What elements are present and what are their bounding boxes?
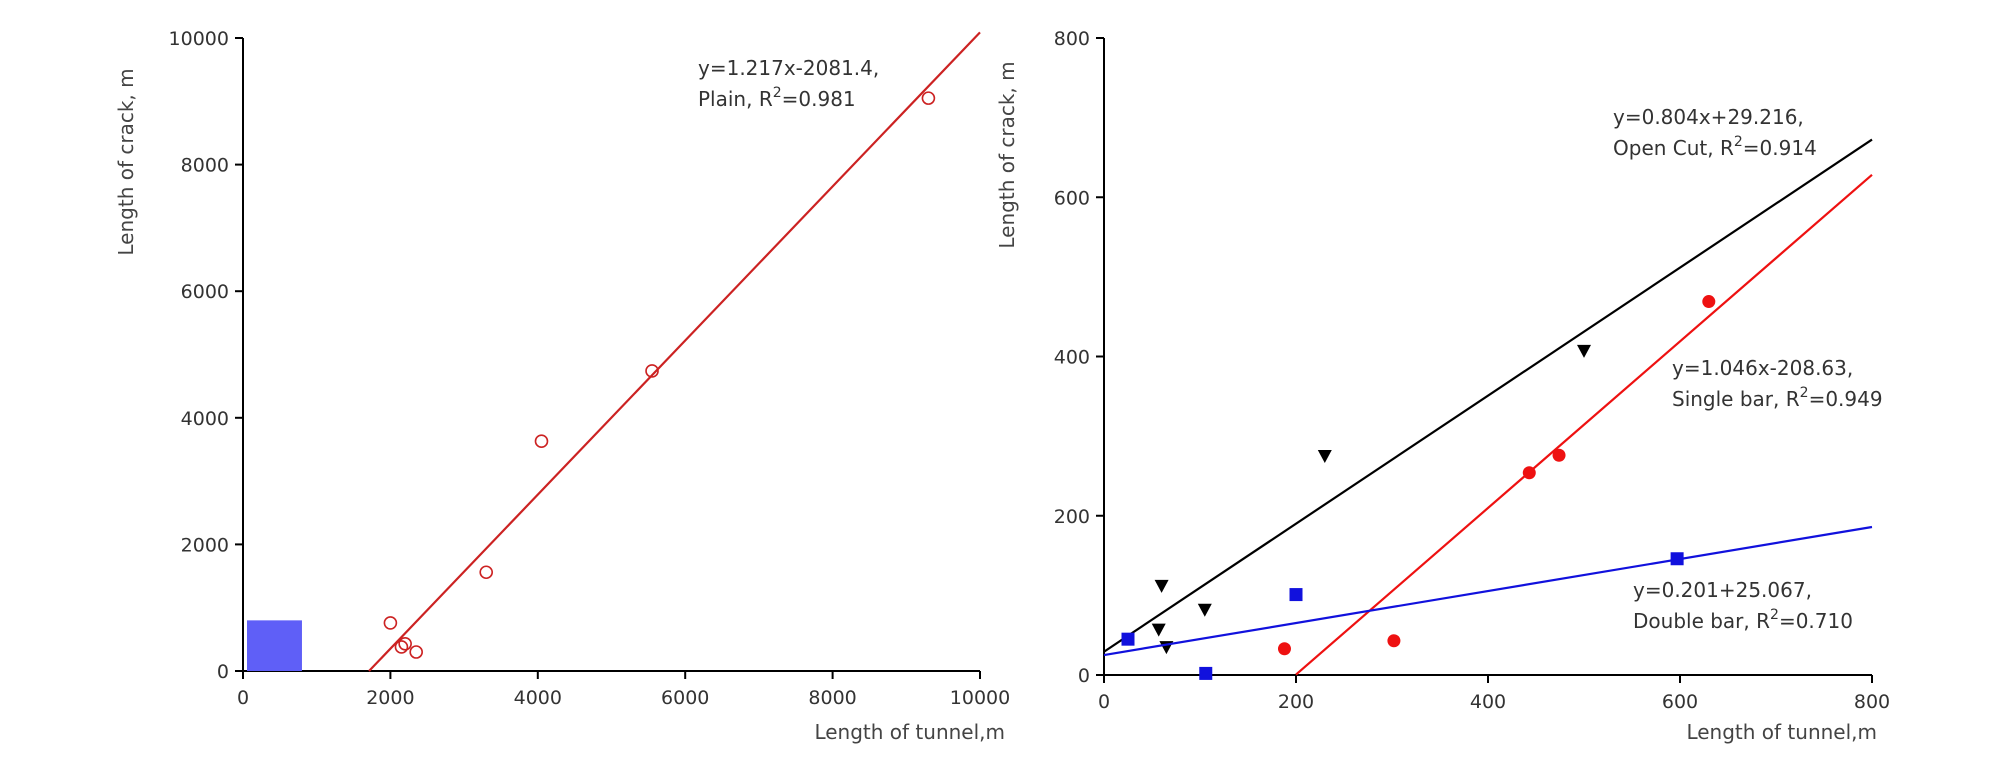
data-point [479,565,494,580]
data-point [1522,466,1536,480]
fit-label: Double bar, R2=0.710 [1633,607,1853,633]
y-tick-label: 6000 [181,281,229,303]
x-axis-label: Length of tunnel,m [1686,720,1877,744]
x-tick-label: 0 [237,687,249,709]
data-point [921,91,936,105]
data-point [1151,623,1166,637]
fit-equation: y=1.217x-2081.4, [698,56,879,80]
data-point [1552,448,1566,462]
data-point [1199,666,1213,680]
zoom-region [247,620,302,671]
y-tick-label: 400 [1054,347,1090,369]
data-point [1577,344,1591,358]
x-axis-label: Length of tunnel,m [814,720,1005,744]
data-point [398,636,412,651]
data-point [383,616,398,630]
superscript: 2 [1734,134,1743,150]
data-point [409,645,423,659]
r-squared-value: =0.949 [1809,387,1883,411]
y-tick-label: 10000 [169,28,229,50]
y-tick-label: 800 [1054,28,1090,50]
y-tick-label: 0 [217,661,229,683]
data-point [1154,579,1169,593]
data-point [1121,632,1135,646]
x-tick-label: 800 [1854,691,1890,713]
y-tick-label: 8000 [181,155,229,177]
y-tick-label: 4000 [181,408,229,430]
data-point [1289,588,1303,602]
superscript: 2 [773,85,782,101]
x-tick-label: 200 [1278,691,1314,713]
trend-line [1103,525,1873,657]
chart-reinforcement: Length of tunnel,m Length of crack, m y=… [995,28,1890,744]
superscript: 2 [1770,607,1779,623]
data-point [1702,295,1716,309]
trend-line [1103,138,1873,653]
superscript: 2 [1800,385,1809,401]
annotation-open-cut: y=0.804x+29.216, Open Cut, R2=0.914 [1613,105,1817,160]
data-point [1317,450,1332,464]
data-point [645,364,659,378]
data-point [1277,642,1291,656]
data-point [1670,552,1684,566]
x-tick-label: 6000 [661,687,709,709]
data-point [394,640,409,654]
x-tick-label: 10000 [950,687,1010,709]
data-point [534,434,549,449]
r-squared-value: =0.981 [782,87,856,111]
fit-equation: y=1.046x-208.63, [1672,356,1853,380]
x-tick-label: 400 [1470,691,1506,713]
y-axis-label: Length of crack, m [995,61,1019,248]
trend-line [368,31,981,672]
trend-line [1295,173,1873,676]
y-tick-label: 2000 [181,534,229,556]
annotation-single-bar: y=1.046x-208.63, Single bar, R2=0.949 [1672,356,1883,411]
data-point [1387,634,1401,648]
x-tick-label: 0 [1098,691,1110,713]
y-tick-label: 200 [1054,506,1090,528]
chart-plain: Length of tunnel,m Length of crack, m y=… [114,28,1010,744]
r-squared-value: =0.914 [1743,136,1817,160]
fit-label: Open Cut, R2=0.914 [1613,134,1817,160]
annotation-plain: y=1.217x-2081.4, Plain, R2=0.981 [698,56,879,111]
x-tick-label: 4000 [514,687,562,709]
fit-equation: y=0.201+25.067, [1633,578,1812,602]
data-point [1197,603,1212,617]
fit-label: Single bar, R2=0.949 [1672,385,1883,411]
r-squared-value: =0.710 [1779,609,1853,633]
y-tick-label: 0 [1078,665,1090,687]
x-tick-label: 600 [1662,691,1698,713]
x-tick-label: 8000 [808,687,856,709]
fit-equation: y=0.804x+29.216, [1613,105,1804,129]
fit-label: Plain, R2=0.981 [698,85,856,111]
x-tick-label: 2000 [366,687,414,709]
y-tick-label: 600 [1054,187,1090,209]
annotation-double-bar: y=0.201+25.067, Double bar, R2=0.710 [1633,578,1853,633]
y-axis-label: Length of crack, m [114,68,138,255]
